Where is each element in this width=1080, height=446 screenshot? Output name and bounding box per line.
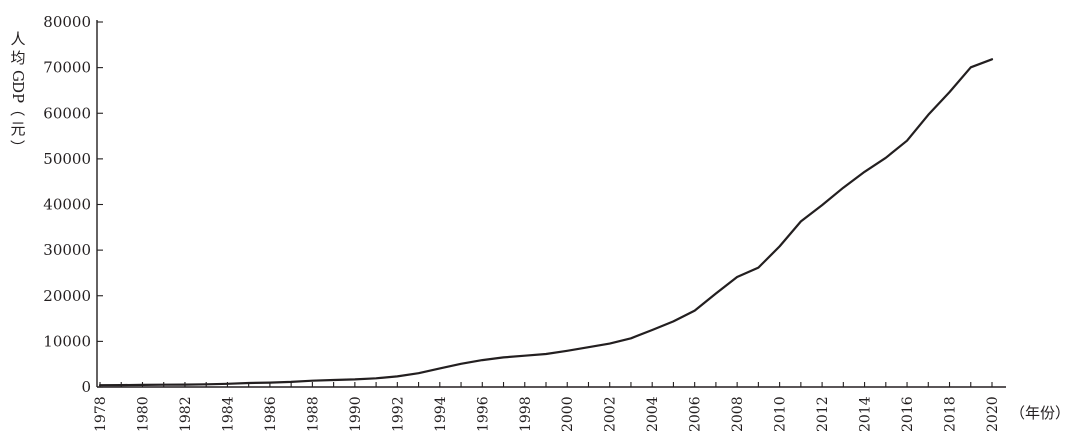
x-tick-label: 1982 [178, 396, 194, 432]
x-tick-label: 1996 [475, 396, 491, 432]
x-tick-label: 2004 [645, 396, 661, 432]
y-tick-label: 40000 [43, 196, 91, 214]
series [98, 58, 994, 387]
x-tick-label: 2002 [603, 396, 619, 432]
x-tick-label: 2014 [858, 396, 874, 432]
y-axis-title-char: ） [8, 139, 26, 154]
x-tick-label: 2010 [773, 396, 789, 432]
x-tick-label: 2000 [560, 396, 576, 432]
y-axis-title-char: G [9, 70, 27, 82]
x-tick-label: 1988 [305, 396, 321, 432]
x-tick-label: 1998 [518, 396, 534, 432]
x-tick-label: 1990 [348, 396, 364, 432]
x-tick-label: 2020 [985, 396, 1001, 432]
x-tick-label: 1984 [220, 396, 236, 432]
x-axis-title: （年份） [1010, 404, 1070, 422]
y-tick-label: 0 [81, 378, 91, 396]
y-tick-label: 10000 [43, 332, 91, 350]
y-tick-label: 80000 [43, 13, 91, 31]
y-tick-label: 50000 [43, 150, 91, 168]
gdp-per-capita-line [98, 58, 994, 387]
x-tick-label: 2012 [815, 396, 831, 432]
x-tick-label: 1980 [135, 396, 151, 432]
y-tick-label: 60000 [43, 104, 91, 122]
x-tick-label: 2008 [730, 396, 746, 432]
y-tick-label: 70000 [43, 59, 91, 77]
x-tick-label: 1978 [93, 396, 109, 432]
y-axis-title-char: P [9, 93, 27, 103]
y-axis-ticks: 0 10000 20000 30000 40000 50000 60000 70000 8000… [43, 13, 103, 396]
y-axis-title-char: （ [8, 101, 26, 116]
y-axis-title-char: 元 [10, 120, 25, 138]
x-tick-label: 1992 [390, 396, 406, 432]
y-axis-title-char: 均 [10, 49, 25, 67]
x-tick-label: 2016 [900, 396, 916, 432]
y-axis-title-char: D [9, 81, 27, 93]
x-axis-ticks: 1978 1980 1982 1984 1986 1988 1990 1992 1994 1996… [93, 382, 1001, 432]
y-tick-label: 30000 [43, 241, 91, 259]
y-axis-title-char: 人 [10, 30, 25, 48]
y-tick-label: 20000 [43, 287, 91, 305]
x-tick-label: 1994 [433, 396, 449, 432]
axes [96, 20, 1006, 388]
x-tick-label: 2006 [688, 396, 704, 432]
x-tick-label: 1986 [263, 396, 279, 432]
x-tick-label: 2018 [943, 396, 959, 432]
